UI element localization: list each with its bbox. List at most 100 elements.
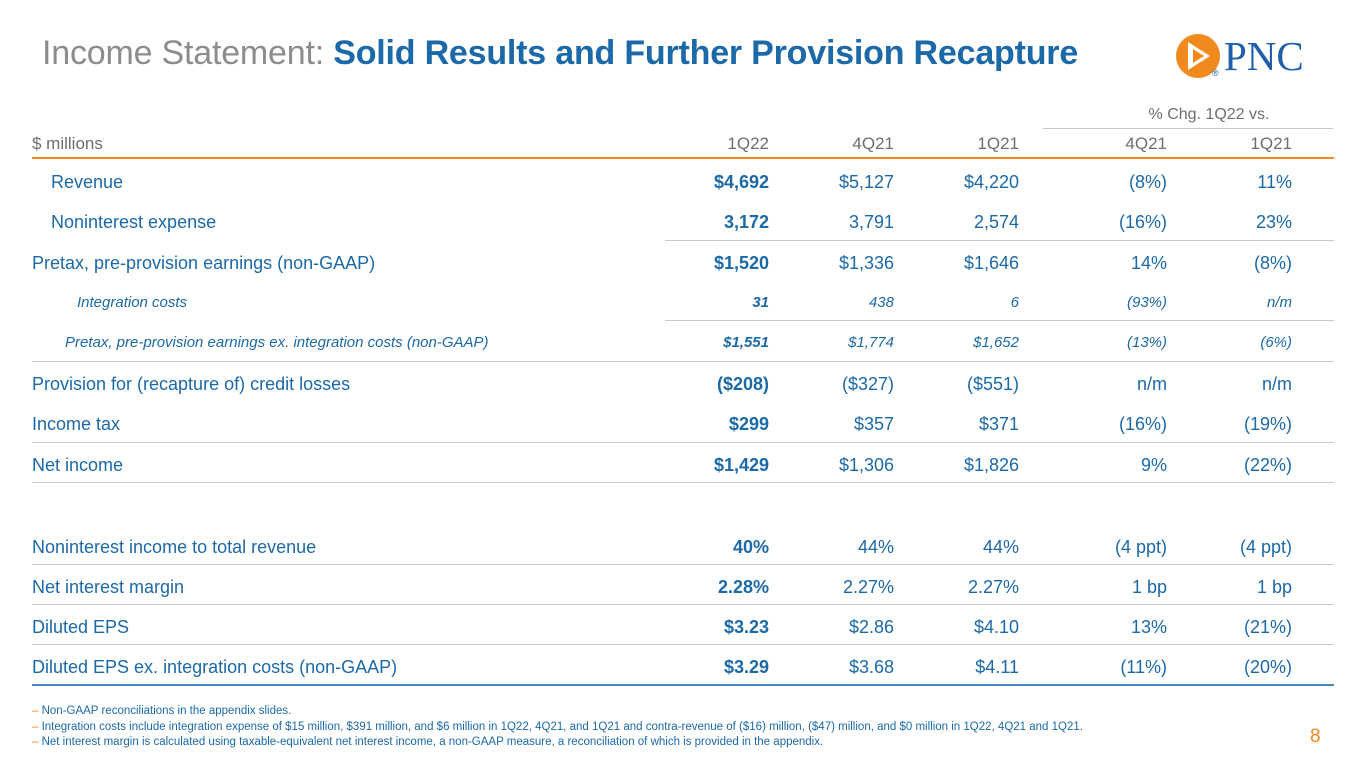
row-label: Net income [32,455,124,475]
pct-change-header: % Chg. 1Q22 vs. [1148,106,1270,123]
table-row: Integration costs 31 438 6 (93%) n/m [32,282,1334,322]
row-divider [32,604,1334,605]
cell-chg-4q21: 9% [1140,455,1167,475]
registered-mark: ® [1212,68,1219,78]
table-row: Provision for (recapture of) credit loss… [32,363,1334,403]
column-header-1q21: 1Q21 [977,134,1019,153]
cell-4q21: $357 [853,414,894,434]
row-label: Diluted EPS [32,617,130,637]
cell-chg-1q21: (6%) [1260,334,1292,351]
cell-1q21: 2,574 [973,212,1019,232]
row-divider [32,361,1334,362]
cell-chg-1q21: n/m [1266,294,1292,311]
table-row: Noninterest expense 3,172 3,791 2,574 (1… [32,201,1334,241]
cell-chg-4q21: 14% [1130,253,1167,273]
pnc-wordmark: PNC [1224,33,1304,79]
column-header-1q22: 1Q22 [727,134,769,153]
cell-chg-1q21: (20%) [1243,657,1292,677]
table-row: Diluted EPS ex. integration costs (non-G… [32,646,1334,686]
footnotes: Non-GAAP reconciliations in the appendix… [32,704,1083,751]
cell-chg-1q21: (19%) [1243,414,1292,434]
pnc-logo: ® PNC [1174,30,1334,80]
cell-1q22: $3.23 [723,617,769,637]
row-label: Income tax [32,414,121,434]
row-label: Revenue [51,172,124,192]
table-row: Net interest margin 2.28% 2.27% 2.27% 1 … [32,566,1334,606]
cell-chg-4q21: (8%) [1128,172,1167,192]
table-row: Revenue $4,692 $5,127 $4,220 (8%) 11% [32,161,1334,201]
footnote: Integration costs include integration ex… [32,720,1083,736]
cell-chg-4q21: (16%) [1118,212,1167,232]
cell-1q22: $1,520 [713,253,769,273]
table-row: Income tax $299 $357 $371 (16%) (19%) [32,403,1334,443]
cell-4q21: 438 [868,294,894,311]
cell-1q22: 2.28% [717,577,769,597]
cell-chg-1q21: 1 bp [1256,577,1292,597]
row-label: Pretax, pre-provision earnings (non-GAAP… [32,253,376,273]
cell-4q21: $1,336 [838,253,894,273]
cell-4q21: $2.86 [848,617,894,637]
cell-4q21: 44% [857,537,894,557]
cell-4q21: $3.68 [848,657,894,677]
row-label: Provision for (recapture of) credit loss… [32,374,351,394]
row-label: Diluted EPS ex. integration costs (non-G… [32,657,398,677]
table-row: Pretax, pre-provision earnings ex. integ… [32,322,1334,362]
cell-1q21: 2.27% [967,577,1019,597]
page-number: 8 [1310,726,1321,747]
table-row: Diluted EPS $3.23 $2.86 $4.10 13% (21%) [32,606,1334,646]
cell-chg-4q21: (16%) [1118,414,1167,434]
cell-1q21: $4.11 [975,657,1019,677]
pct-change-header-rule [1043,128,1333,129]
cell-1q22: ($208) [716,374,769,394]
cell-1q21: $1,826 [963,455,1019,475]
cell-1q21: $1,652 [973,334,1019,351]
row-label: Pretax, pre-provision earnings ex. integ… [65,334,489,351]
cell-4q21: ($327) [841,374,894,394]
footnote: Net interest margin is calculated using … [32,735,1083,751]
cell-4q21: $1,774 [848,334,894,351]
cell-4q21: $5,127 [838,172,894,192]
subtotal-rule [665,320,1334,321]
cell-1q21: $371 [978,414,1019,434]
cell-chg-4q21: (13%) [1126,334,1167,351]
column-header-4q21: 4Q21 [852,134,894,153]
cell-chg-1q21: n/m [1261,374,1292,394]
cell-1q22: $1,429 [713,455,769,475]
cell-chg-1q21: 11% [1257,172,1292,192]
cell-4q21: $1,306 [838,455,894,475]
cell-1q22: $4,692 [713,172,769,192]
cell-1q21: $4.10 [973,617,1019,637]
cell-chg-1q21: (21%) [1243,617,1292,637]
column-header-row: $ millions 1Q22 4Q21 1Q21 4Q21 1Q21 [32,132,1334,156]
row-label: Net interest margin [32,577,185,597]
cell-1q22: 31 [752,294,769,311]
title-main: Solid Results and Further Provision Reca… [333,34,1079,72]
column-header-chg-4q21: 4Q21 [1125,134,1167,153]
pnc-logo-mark-icon [1176,34,1220,78]
cell-1q22: $299 [728,414,769,434]
cell-chg-4q21: (11%) [1120,657,1167,677]
table-row: Pretax, pre-provision earnings (non-GAAP… [32,242,1334,282]
cell-chg-1q21: (22%) [1243,455,1292,475]
cell-1q22: $3.29 [723,657,769,677]
row-label: Noninterest income to total revenue [32,537,317,557]
cell-1q21: $4,220 [963,172,1019,192]
cell-1q21: 44% [982,537,1019,557]
cell-1q22: $1,551 [723,334,769,351]
table-row: Noninterest income to total revenue 40% … [32,526,1334,566]
table-bottom-rule [32,684,1334,686]
cell-chg-4q21: n/m [1136,374,1167,394]
cell-1q21: 6 [1010,294,1019,311]
cell-4q21: 3,791 [848,212,894,232]
cell-4q21: 2.27% [842,577,894,597]
row-label: Noninterest expense [51,212,217,232]
cell-1q21: $1,646 [963,253,1019,273]
row-divider [32,644,1334,645]
row-divider [32,442,1334,443]
cell-chg-4q21: 1 bp [1131,577,1167,597]
row-divider [32,564,1334,565]
cell-1q22: 40% [732,537,769,557]
row-divider [32,482,1334,483]
subtotal-rule [665,240,1334,241]
table-row: Net income $1,429 $1,306 $1,826 9% (22%) [32,444,1334,484]
